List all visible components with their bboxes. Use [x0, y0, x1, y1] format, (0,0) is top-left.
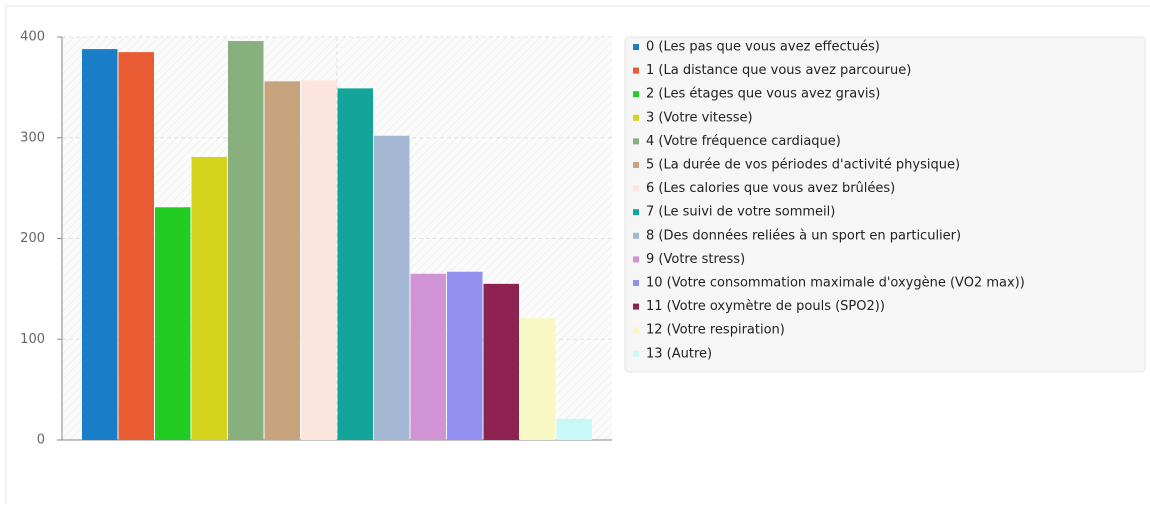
legend-swatch — [633, 185, 639, 192]
legend-label: 4 (Votre fréquence cardiaque) — [646, 134, 841, 149]
legend-swatch — [633, 114, 639, 121]
y-tick-label: 200 — [20, 231, 45, 246]
legend-swatch — [633, 232, 639, 239]
legend-label: 5 (La durée de vos périodes d'activité p… — [646, 158, 960, 173]
bar — [556, 418, 592, 440]
legend-label: 9 (Votre stress) — [646, 252, 745, 267]
legend-swatch — [633, 256, 639, 263]
legend-label: 13 (Autre) — [646, 346, 712, 361]
legend-swatch — [633, 327, 639, 334]
bar — [483, 283, 519, 440]
y-tick-label: 400 — [20, 30, 45, 45]
legend-swatch — [633, 91, 639, 98]
legend-label: 1 (La distance que vous avez parcourue) — [646, 63, 911, 78]
legend-label: 2 (Les étages que vous avez gravis) — [646, 87, 880, 102]
bar — [520, 318, 556, 440]
bar — [191, 156, 227, 440]
legend-swatch — [633, 67, 639, 74]
bar — [82, 49, 118, 441]
y-tick-label: 300 — [20, 130, 45, 145]
bar — [155, 207, 191, 440]
legend-label: 11 (Votre oxymètre de pouls (SPO2)) — [646, 299, 885, 314]
legend-label: 12 (Votre respiration) — [646, 323, 785, 338]
legend-label: 10 (Votre consommation maximale d'oxygèn… — [646, 276, 1025, 291]
legend-swatch — [633, 350, 639, 357]
bar — [228, 41, 264, 440]
bar — [374, 135, 410, 441]
legend-label: 3 (Votre vitesse) — [646, 110, 753, 125]
legend-label: 8 (Des données reliées à un sport en par… — [646, 228, 961, 243]
y-tick-label: 100 — [20, 332, 45, 347]
bar — [264, 81, 300, 440]
bar — [447, 271, 483, 440]
legend-swatch — [633, 303, 639, 310]
legend-swatch — [633, 138, 639, 145]
legend-label: 7 (Le suivi de votre sommeil) — [646, 205, 835, 220]
legend-swatch — [633, 162, 639, 168]
legend-swatch — [633, 280, 639, 286]
bar — [301, 80, 337, 440]
legend-label: 6 (Les calories que vous avez brûlées) — [646, 181, 895, 196]
panel-border — [5, 5, 1150, 508]
legend-swatch — [633, 209, 639, 216]
y-tick-label: 0 — [37, 433, 45, 448]
legend-label: 0 (Les pas que vous avez effectués) — [646, 40, 880, 55]
bar — [337, 88, 373, 440]
bar — [118, 52, 154, 441]
bar — [410, 273, 446, 440]
legend-box — [624, 36, 1146, 373]
legend-swatch — [633, 44, 639, 50]
